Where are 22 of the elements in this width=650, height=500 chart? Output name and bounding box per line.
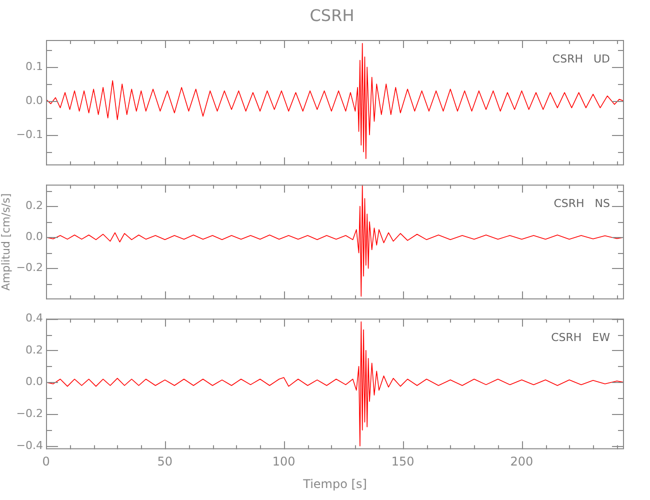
y-tick-label: 0.2 bbox=[26, 199, 43, 212]
x-tick-label: 0 bbox=[42, 454, 50, 469]
x-tick-label: 100 bbox=[272, 454, 296, 469]
chart-title: CSRH bbox=[308, 6, 356, 25]
y-axis-title: Amplitud [cm/s/s] bbox=[0, 193, 12, 291]
x-tick-label: 200 bbox=[510, 454, 534, 469]
y-tick-label: −0.2 bbox=[16, 407, 43, 420]
y-tick-label: 0.1 bbox=[26, 60, 43, 73]
y-tick-label: 0.4 bbox=[26, 311, 43, 324]
y-tick-label: 0.0 bbox=[26, 375, 43, 388]
y-tick-label: 0.2 bbox=[26, 343, 43, 356]
annotation: CSRH EW bbox=[551, 330, 610, 344]
y-tick-label: −0.4 bbox=[16, 438, 43, 452]
y-tick-label: 0.0 bbox=[26, 94, 43, 107]
x-tick-label: 150 bbox=[391, 454, 414, 469]
x-axis-title: Tiempo [s] bbox=[302, 476, 367, 491]
annotation: CSRH UD bbox=[552, 52, 610, 66]
annotation: CSRH NS bbox=[554, 196, 610, 210]
x-tick-label: 50 bbox=[157, 454, 173, 469]
y-tick-label: −0.1 bbox=[16, 128, 43, 141]
y-tick-label: 0.0 bbox=[26, 230, 43, 244]
y-tick-label: −0.2 bbox=[16, 261, 43, 274]
